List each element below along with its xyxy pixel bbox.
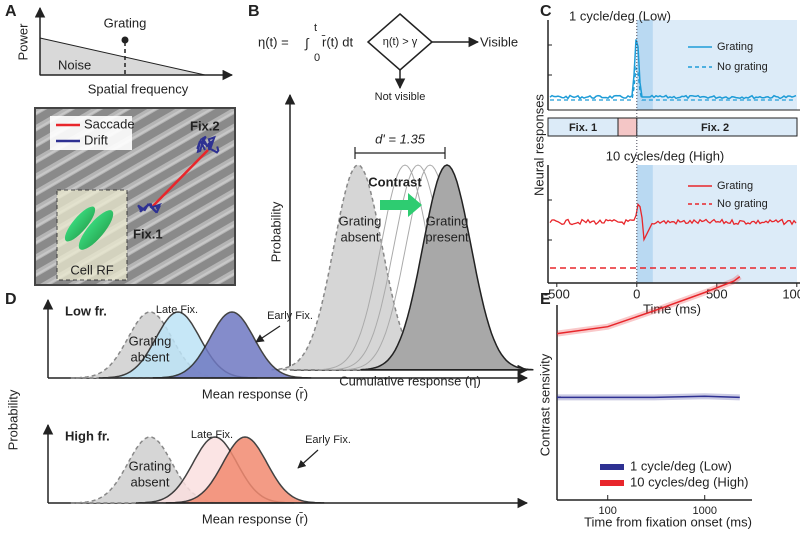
present-label: present xyxy=(425,229,469,244)
panel-letter: E xyxy=(540,291,551,308)
x-tick-label: 1000 xyxy=(692,505,716,517)
fix-label: Fix. 2 xyxy=(701,122,729,134)
grating-label: Grating xyxy=(104,15,147,30)
legend-swatch xyxy=(600,480,624,486)
panel-letter: D xyxy=(5,291,17,308)
x-axis-label: Cumulative response (η) xyxy=(339,373,481,388)
fix2-shade xyxy=(636,20,797,110)
legend-box xyxy=(50,116,132,150)
formula: r̄(t) dt xyxy=(322,34,354,49)
x-axis-label: Time from fixation onset (ms) xyxy=(584,514,752,529)
absent-label: Grating xyxy=(339,213,382,228)
early-dist xyxy=(152,311,312,379)
drift xyxy=(137,202,163,214)
saccade xyxy=(151,149,209,208)
dprime-label: d' = 1.35 xyxy=(375,131,426,146)
legend-swatch xyxy=(600,464,624,470)
drift xyxy=(196,135,220,154)
subpanel-title: High fr. xyxy=(65,428,110,443)
series-line xyxy=(556,276,741,335)
legend-label: No grating xyxy=(717,198,768,210)
noise-label: Noise xyxy=(58,57,91,72)
absent-label: Grating xyxy=(129,458,172,473)
formula: ∫ xyxy=(304,35,310,50)
x-tick-label: 0 xyxy=(633,286,640,301)
trace-grating xyxy=(549,39,797,100)
x-tick-label: 1000 xyxy=(782,286,800,301)
formula: 0 xyxy=(314,52,320,64)
contrast-arrow xyxy=(380,193,422,217)
fix2-shade xyxy=(636,165,797,283)
legend-label: Grating xyxy=(717,41,753,53)
legend-label: 1 cycle/deg (Low) xyxy=(630,458,732,473)
y-axis-label: Power xyxy=(15,23,30,61)
grating-dot xyxy=(121,36,129,44)
saccade-bar xyxy=(617,117,638,137)
x-tick-label: -500 xyxy=(544,286,570,301)
x-axis-label: Time (ms) xyxy=(643,301,701,316)
early-label: Early Fix. xyxy=(305,434,351,446)
early-dist xyxy=(165,436,325,504)
fix-label: Fix. 1 xyxy=(569,122,597,134)
trace-grating xyxy=(549,202,797,242)
trace-no-grating xyxy=(550,65,796,101)
y-axis-label: Contrast sensivity xyxy=(537,353,552,456)
not-visible-label: Not visible xyxy=(375,91,426,103)
legend-label: No grating xyxy=(717,61,768,73)
formula: η(t) = xyxy=(258,34,289,49)
title-low: 1 cycle/deg (Low) xyxy=(569,8,671,23)
rf-label: Cell RF xyxy=(70,262,113,277)
rf-lobe xyxy=(64,206,96,242)
y-axis-label: Probability xyxy=(268,201,283,262)
absent-label: Grating xyxy=(129,333,172,348)
early-label: Early Fix. xyxy=(267,310,313,322)
condition: η(t) > γ xyxy=(383,36,418,48)
contrast-label: Contrast xyxy=(368,174,422,189)
legend-label: 10 cycles/deg (High) xyxy=(630,474,749,489)
panel-letter: C xyxy=(540,3,552,20)
transition-shade xyxy=(636,165,653,283)
absent-label: absent xyxy=(130,349,169,364)
title-high: 10 cycles/deg (High) xyxy=(606,148,725,163)
subpanel-title: Low fr. xyxy=(65,303,107,318)
absent-label: absent xyxy=(340,229,379,244)
present-dist xyxy=(360,164,534,371)
late-label: Late Fix. xyxy=(191,429,233,441)
series-line xyxy=(557,395,740,399)
fix-label: Fix.2 xyxy=(190,118,220,133)
rf-lobe xyxy=(78,210,114,250)
absent-label: absent xyxy=(130,474,169,489)
x-axis-label: Spatial frequency xyxy=(88,81,189,96)
x-tick-label: 100 xyxy=(599,505,617,517)
panel-letter: B xyxy=(248,3,260,20)
legend-label: Saccade xyxy=(84,116,135,131)
y-axis-label: Neural responses xyxy=(531,94,546,196)
late-label: Late Fix. xyxy=(156,304,198,316)
x-axis-label: Mean response (r̄) xyxy=(202,386,308,401)
panel-letter: A xyxy=(5,3,17,20)
y-axis-label: Probability xyxy=(5,389,20,450)
early-arrow xyxy=(255,325,281,343)
legend-label: Drift xyxy=(84,132,108,147)
early-arrow xyxy=(297,449,319,469)
visible-label: Visible xyxy=(480,34,518,49)
formula: t xyxy=(314,22,317,34)
x-axis-label: Mean response (r̄) xyxy=(202,511,308,526)
fix-label: Fix.1 xyxy=(133,226,163,241)
present-label: Grating xyxy=(426,213,469,228)
legend-label: Grating xyxy=(717,180,753,192)
